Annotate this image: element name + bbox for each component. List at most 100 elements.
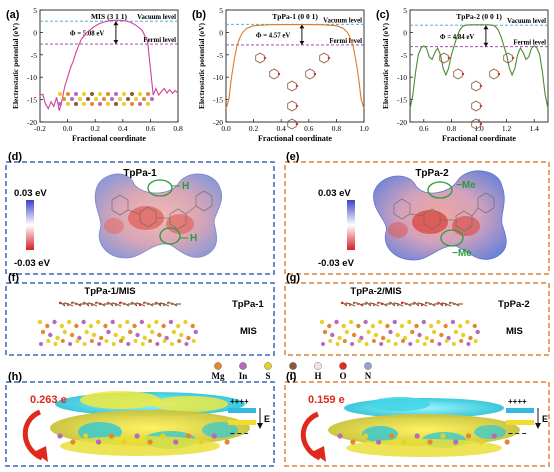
interface-atom (363, 433, 369, 439)
interface-atom (108, 433, 115, 439)
cof-atom (360, 303, 364, 307)
interface-atom (83, 433, 89, 439)
mis-atom (66, 319, 72, 325)
x-tick-label: 0.6 (419, 124, 429, 133)
y-axis-label: Electrostatic potential (eV) (197, 22, 206, 109)
interface-atom (453, 439, 459, 445)
mis-atom (327, 323, 332, 329)
mis-atom (393, 342, 398, 346)
mis-atom (161, 323, 166, 329)
panel-letter: (a) (6, 9, 20, 21)
work-function-arrow-head (113, 40, 119, 45)
interface-atom (211, 433, 217, 439)
inset-atom (90, 92, 94, 96)
inset-atom (86, 97, 90, 101)
cof-atom (58, 301, 62, 305)
cof-atom (74, 302, 78, 306)
inset-atom (90, 102, 94, 106)
legend-label: O (339, 371, 346, 381)
mis-atom (364, 342, 369, 346)
legend-swatch (364, 362, 372, 370)
minus-charges: − − − (508, 429, 527, 438)
mis-atom (98, 335, 104, 341)
inset-atom (114, 102, 118, 106)
panel-f-letter: (f) (8, 272, 19, 284)
mis-atom (385, 323, 390, 329)
cof-atom (348, 303, 352, 307)
cof-atom (122, 302, 126, 306)
mis-atom (154, 319, 159, 325)
field-label: E (264, 414, 270, 424)
mis-atom (415, 339, 420, 343)
inset-atom (58, 102, 62, 106)
interface-atom (224, 439, 230, 445)
h-highlight-circle (159, 227, 181, 245)
mis-atom (132, 323, 137, 329)
mis-atom (191, 339, 196, 343)
cof-atom (114, 303, 118, 307)
esp-color-scale (347, 200, 355, 250)
inset-atom (447, 56, 451, 60)
inset-atom (70, 97, 74, 101)
me-highlight-circle (427, 181, 453, 199)
mis-atom (377, 319, 383, 325)
inset-atom (295, 104, 299, 108)
x-tick-label: 0.6 (304, 124, 314, 133)
cof-atom (352, 301, 356, 305)
inset-ring (471, 118, 481, 130)
interface-atom (491, 433, 497, 439)
mis-atom (139, 319, 145, 325)
mis-atom (466, 342, 471, 346)
legend-swatch (289, 362, 297, 370)
mis-atom (460, 332, 466, 338)
potential-curve (39, 19, 179, 111)
mis-atom (103, 323, 108, 329)
mis-atom (184, 342, 189, 346)
mis-atom (424, 335, 430, 341)
inset-atom (313, 72, 317, 76)
tppa2-mis-structure (319, 301, 480, 346)
legend-swatch (314, 362, 322, 370)
mis-atom (335, 342, 340, 346)
mis-atom (337, 335, 342, 341)
work-function-label: Φ = 5.08 eV (70, 31, 105, 38)
built-in-field-indicator: ++++ − − − E (228, 397, 270, 438)
mis-atom (169, 342, 174, 346)
cof-atom (452, 302, 456, 306)
y-tick-label: 5 (219, 6, 223, 15)
panel-g: (g) TpPa-2/MIS TpPa-2 MIS (284, 272, 550, 356)
interface-atom (375, 439, 382, 445)
mis-atom (366, 329, 371, 335)
negative-region (412, 210, 448, 234)
mis-atom (319, 319, 325, 325)
inset-atom (74, 92, 78, 96)
inset-atom (497, 72, 501, 76)
mis-atom (168, 319, 174, 325)
inset-ring (287, 100, 297, 112)
mis-atom (380, 335, 386, 341)
work-function-label: Φ = 4.57 eV (256, 33, 291, 40)
mis-atom (444, 339, 449, 343)
inset-atom (138, 92, 142, 96)
cof-atom (388, 301, 392, 305)
mis-atom (417, 332, 422, 338)
mis-atom (410, 329, 415, 335)
interface-atom (504, 439, 510, 445)
plot-frame (409, 9, 549, 123)
mis-atom (330, 332, 335, 338)
cof-atom (70, 301, 74, 305)
panel-f-border (5, 282, 275, 356)
h-label: H (182, 181, 189, 192)
x-tick-label: 0.0 (221, 124, 231, 133)
mis-atom (428, 323, 434, 329)
interface-atom (440, 433, 446, 439)
legend-label: In (239, 371, 248, 381)
panel-d-letter: (d) (8, 151, 22, 163)
x-tick-label: 0.8 (173, 124, 183, 133)
vacuum-level-label: Vacuum level (137, 14, 176, 21)
mis-atom (89, 339, 94, 343)
plot-frame (39, 9, 179, 123)
legend-swatch (239, 362, 247, 370)
cof-atom (376, 301, 380, 305)
